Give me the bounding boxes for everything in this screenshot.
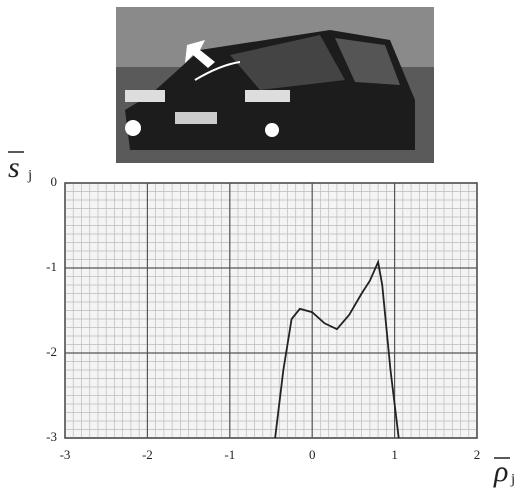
data-line xyxy=(274,258,400,439)
y-tick-label: -1 xyxy=(46,259,57,274)
x-tick-label: 1 xyxy=(391,447,398,462)
y-tick-label: -3 xyxy=(46,429,57,444)
x-tick-label: 0 xyxy=(309,447,316,462)
x-tick-label: 2 xyxy=(474,447,481,462)
y-label-subscript: j xyxy=(27,167,32,183)
car-photo xyxy=(116,7,434,163)
x-tick-label: -2 xyxy=(142,447,153,462)
y-tick-label: -2 xyxy=(46,344,57,359)
x-label-symbol: ρ xyxy=(493,455,508,488)
x-tick-label: -3 xyxy=(60,447,71,462)
y-label-symbol: s xyxy=(8,151,20,184)
x-tick-label: -1 xyxy=(224,447,235,462)
x-label-subscript: j xyxy=(510,471,515,487)
y-tick-label: 0 xyxy=(51,174,58,189)
